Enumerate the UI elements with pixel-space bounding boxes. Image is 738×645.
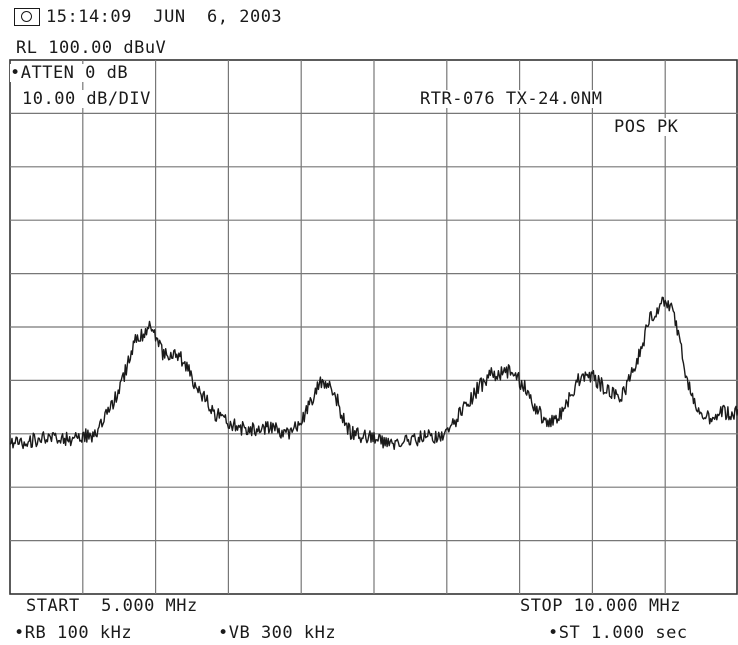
vertical-scale: 10.00 dB/DIV [22,89,151,109]
attenuation: •ATTEN 0 dB [10,63,129,83]
sweep-time: •ST 1.000 sec [548,623,688,643]
resolution-bandwidth: •RB 100 kHz [14,623,133,643]
detector-mode: POS PK [614,117,679,137]
start-frequency: START 5.000 MHz [26,596,198,616]
graticule [9,59,738,595]
timestamp: 15:14:09 JUN 6, 2003 [46,7,283,27]
analyzer-logo-icon [14,8,40,26]
trace-label: RTR-076 TX-24.0NM [420,89,603,109]
reference-level: RL 100.00 dBuV [16,38,167,58]
spectrum-trace [9,296,738,450]
video-bandwidth: •VB 300 kHz [218,623,337,643]
stop-frequency: STOP 10.000 MHz [520,596,682,616]
